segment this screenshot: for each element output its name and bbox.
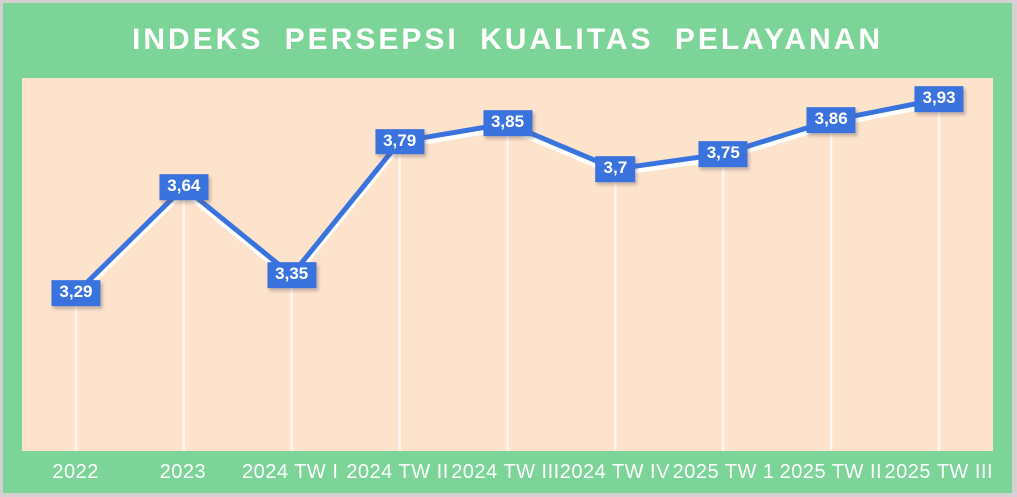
x-axis-label: 2024 TW III (451, 460, 560, 483)
x-axis-tick: 2025 TW III (885, 461, 994, 484)
x-axis-label: 2024 TW II (346, 460, 449, 483)
x-axis-tick: 2025 TW 1 (670, 461, 777, 484)
data-point-label: 3,75 (698, 140, 748, 167)
data-point-label: 3,29 (51, 280, 101, 307)
x-axis-label: 2025 TW III (884, 460, 994, 483)
x-axis-tick: 2022 (22, 461, 129, 484)
x-axis-tick: 2024 TW IV (560, 461, 670, 484)
x-axis-tick: 2024 TW III (451, 461, 560, 484)
data-point-label: 3,79 (375, 128, 425, 155)
x-axis: 2022 2023 2024 TW I 2024 TW II 2024 TW III 20… (22, 451, 993, 493)
x-axis-label: 2025 TW II (779, 460, 883, 483)
x-axis-tick: 2023 (129, 461, 236, 484)
chart-title: INDEKS PERSEPSI KUALITAS PELAYANAN (131, 22, 883, 56)
x-axis-tick: 2024 TW I (237, 461, 344, 484)
data-point-label: 3,64 (159, 174, 209, 200)
chart-canvas: INDEKS PERSEPSI KUALITAS PELAYANAN 3,29 3… (3, 3, 1012, 493)
x-axis-label: 2024 TW I (242, 460, 339, 483)
x-axis-label: 2022 (52, 460, 99, 483)
data-point-label: 3,85 (482, 110, 533, 137)
x-axis-label: 2024 TW IV (559, 460, 670, 483)
data-point-label: 3,86 (806, 107, 856, 134)
plot-area: 3,29 3,64 3,35 3,79 3,85 3,7 3,75 3,86 3,93 (22, 78, 993, 451)
x-axis-label: 2025 TW 1 (672, 460, 775, 483)
x-axis-tick: 2025 TW II (777, 461, 884, 484)
x-axis-label: 2023 (159, 460, 207, 483)
data-point-label: 3,7 (595, 156, 636, 182)
data-point-label: 3,35 (267, 262, 317, 288)
data-point-label: 3,93 (914, 86, 964, 113)
x-axis-tick: 2024 TW II (344, 461, 451, 484)
